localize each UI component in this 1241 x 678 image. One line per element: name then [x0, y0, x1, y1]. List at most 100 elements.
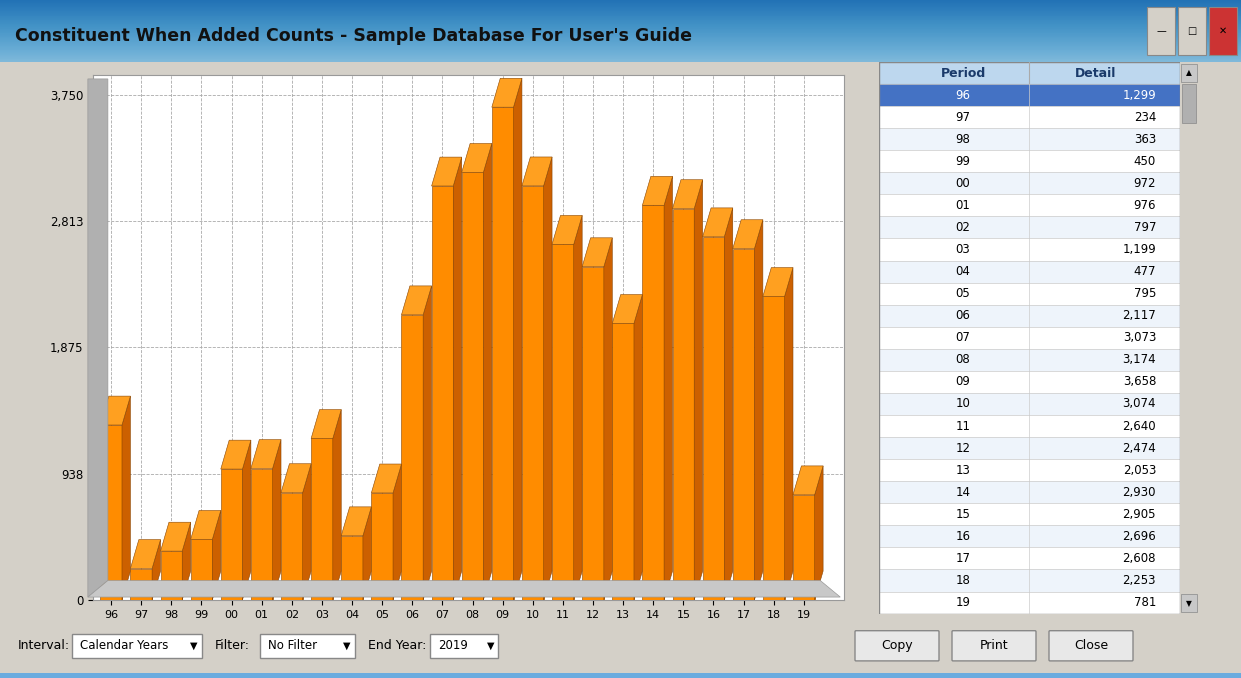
Bar — [879, 437, 1180, 459]
Polygon shape — [280, 464, 311, 493]
Text: 2,640: 2,640 — [1122, 420, 1157, 433]
Text: ▼: ▼ — [343, 641, 350, 651]
Text: 14: 14 — [956, 485, 970, 499]
Text: ▼: ▼ — [1186, 599, 1191, 607]
Bar — [582, 266, 604, 600]
Polygon shape — [122, 396, 130, 600]
Polygon shape — [273, 439, 280, 600]
Bar — [1181, 85, 1196, 123]
Text: Period: Period — [941, 66, 985, 80]
Bar — [221, 469, 242, 600]
Polygon shape — [582, 238, 612, 266]
Bar — [643, 205, 664, 600]
Polygon shape — [814, 466, 823, 600]
Bar — [763, 296, 784, 600]
Polygon shape — [160, 522, 191, 551]
Text: 972: 972 — [1133, 177, 1157, 190]
Bar — [311, 439, 333, 600]
Bar — [879, 547, 1180, 570]
Polygon shape — [514, 78, 522, 600]
FancyBboxPatch shape — [855, 631, 939, 661]
FancyBboxPatch shape — [72, 634, 202, 658]
Polygon shape — [362, 507, 371, 600]
Bar — [879, 525, 1180, 547]
Text: Filter:: Filter: — [215, 639, 249, 652]
Text: 2,253: 2,253 — [1123, 574, 1157, 587]
Text: 363: 363 — [1134, 133, 1157, 146]
Polygon shape — [423, 286, 432, 600]
Polygon shape — [333, 410, 341, 600]
Text: 976: 976 — [1133, 199, 1157, 212]
Text: 450: 450 — [1134, 155, 1157, 167]
Polygon shape — [725, 208, 732, 600]
Text: 2,474: 2,474 — [1122, 441, 1157, 454]
Bar — [879, 304, 1180, 327]
Polygon shape — [664, 176, 673, 600]
FancyBboxPatch shape — [429, 634, 498, 658]
Bar — [191, 540, 212, 600]
Text: Print: Print — [979, 639, 1008, 652]
Text: 2,608: 2,608 — [1123, 552, 1157, 565]
Text: 3,074: 3,074 — [1123, 397, 1157, 410]
Text: 10: 10 — [956, 397, 970, 410]
Bar — [402, 315, 423, 600]
FancyBboxPatch shape — [1178, 7, 1206, 55]
Polygon shape — [462, 144, 491, 172]
Polygon shape — [491, 78, 522, 107]
Polygon shape — [453, 157, 462, 600]
Bar — [879, 503, 1180, 525]
FancyBboxPatch shape — [1049, 631, 1133, 661]
Polygon shape — [191, 511, 221, 540]
Bar — [879, 348, 1180, 371]
Bar — [879, 216, 1180, 239]
Text: 96: 96 — [956, 89, 970, 102]
Polygon shape — [643, 176, 673, 205]
Bar — [702, 237, 725, 600]
Text: 15: 15 — [956, 508, 970, 521]
Polygon shape — [101, 396, 130, 425]
Polygon shape — [552, 216, 582, 244]
Text: 09: 09 — [956, 376, 970, 388]
Text: 04: 04 — [956, 265, 970, 278]
Bar — [879, 239, 1180, 260]
Bar — [130, 568, 153, 600]
Bar — [0, 673, 1241, 678]
Text: 05: 05 — [956, 287, 970, 300]
Bar — [879, 415, 1180, 437]
Text: 2019: 2019 — [438, 639, 468, 652]
Text: □: □ — [1188, 26, 1196, 36]
Polygon shape — [793, 466, 823, 495]
Polygon shape — [212, 511, 221, 600]
Text: ▼: ▼ — [486, 641, 494, 651]
Polygon shape — [484, 144, 491, 600]
Bar — [280, 493, 303, 600]
FancyBboxPatch shape — [261, 634, 355, 658]
Polygon shape — [242, 440, 251, 600]
Polygon shape — [182, 522, 191, 600]
Bar — [462, 172, 484, 600]
Text: 234: 234 — [1134, 111, 1157, 123]
Bar — [879, 283, 1180, 304]
Text: 3,174: 3,174 — [1122, 353, 1157, 366]
Text: —: — — [1157, 26, 1165, 36]
Bar — [793, 495, 814, 600]
Text: 19: 19 — [956, 596, 970, 609]
Bar — [491, 107, 514, 600]
Bar — [341, 536, 362, 600]
Text: 07: 07 — [956, 332, 970, 344]
Text: Copy: Copy — [881, 639, 913, 652]
Text: 2,696: 2,696 — [1122, 530, 1157, 543]
Polygon shape — [694, 180, 702, 600]
Text: No Filter: No Filter — [268, 639, 318, 652]
Bar — [879, 459, 1180, 481]
Text: 797: 797 — [1133, 221, 1157, 234]
Bar — [879, 481, 1180, 503]
Polygon shape — [88, 79, 108, 597]
Bar — [371, 493, 393, 600]
Bar — [732, 249, 755, 600]
Text: 12: 12 — [956, 441, 970, 454]
FancyBboxPatch shape — [1147, 7, 1175, 55]
Text: ▲: ▲ — [1186, 68, 1191, 77]
Bar — [879, 195, 1180, 216]
Bar — [879, 128, 1180, 151]
